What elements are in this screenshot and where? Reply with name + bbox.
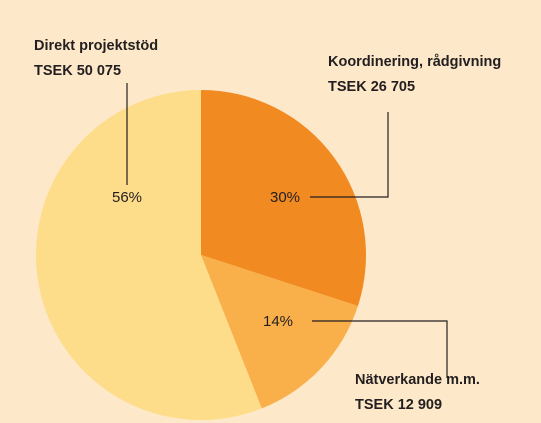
pie-slice [201, 255, 358, 409]
category-label: Direkt projektstöd [34, 38, 158, 54]
pie-slice [201, 90, 366, 306]
pie-slice [35, 90, 262, 420]
data-label: 56% [112, 189, 142, 206]
amount-label: TSEK 50 075 [34, 63, 121, 79]
leader-line [312, 320, 448, 378]
data-label: 30% [270, 189, 300, 206]
leader-line [310, 112, 389, 198]
category-label: Koordinering, rådgivning [328, 54, 501, 70]
category-label: Nätverkande m.m. [355, 372, 480, 388]
pie [35, 90, 366, 420]
data-label: 14% [263, 313, 293, 330]
amount-label: TSEK 26 705 [328, 79, 415, 95]
amount-label: TSEK 12 909 [355, 397, 442, 413]
